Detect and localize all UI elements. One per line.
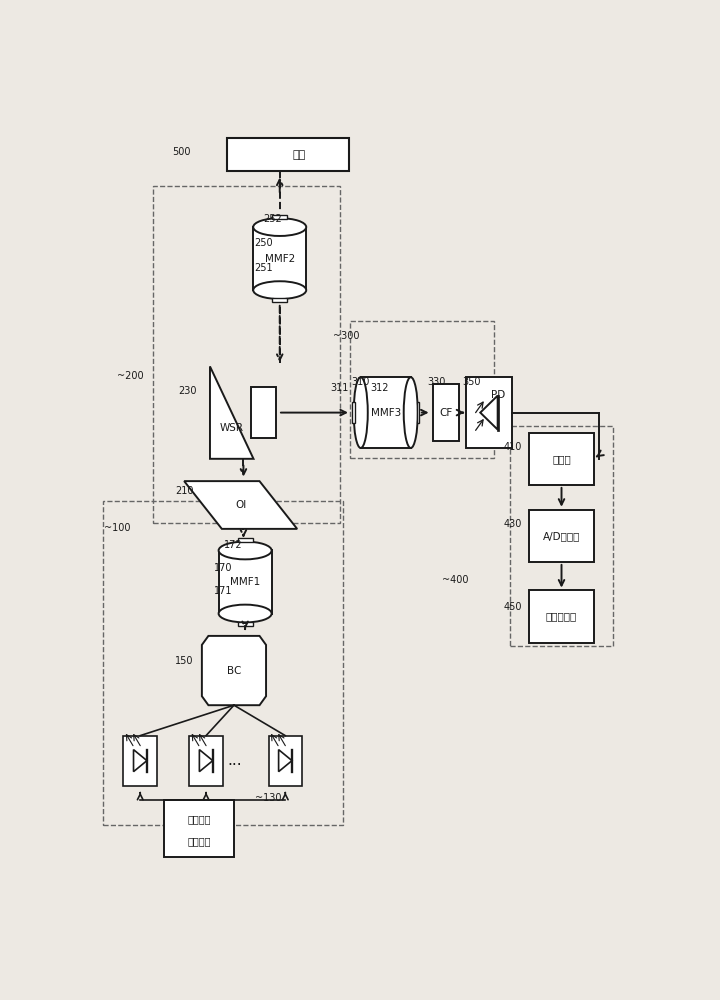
Bar [103, 501, 343, 825]
Text: OI: OI [235, 500, 246, 510]
Bar [253, 227, 306, 290]
Text: 450: 450 [504, 602, 523, 612]
Text: 251: 251 [255, 263, 273, 273]
Text: 172: 172 [224, 540, 243, 550]
Bar [153, 186, 340, 523]
Bar [417, 402, 419, 423]
Bar [227, 138, 349, 171]
Bar [352, 402, 355, 423]
Text: PD: PD [491, 390, 505, 400]
Text: BC: BC [227, 666, 241, 676]
Text: MMF2: MMF2 [264, 254, 295, 264]
Text: ~130: ~130 [255, 793, 281, 803]
Text: 样品: 样品 [292, 150, 306, 160]
Text: ...: ... [228, 753, 242, 768]
Text: 312: 312 [370, 383, 389, 393]
Bar [164, 800, 234, 857]
Text: 330: 330 [427, 377, 446, 387]
Bar [466, 377, 512, 448]
Bar [350, 321, 494, 458]
Text: 310: 310 [351, 377, 369, 387]
Text: ~300: ~300 [333, 331, 359, 341]
Text: 350: 350 [463, 377, 481, 387]
Ellipse shape [219, 605, 271, 622]
Bar [238, 538, 253, 542]
Bar [272, 298, 287, 302]
Bar [510, 426, 613, 646]
Bar [272, 215, 287, 219]
Text: CF: CF [439, 408, 453, 418]
Ellipse shape [354, 377, 368, 448]
Bar [433, 384, 459, 441]
Text: 信号分析器: 信号分析器 [546, 612, 577, 622]
Text: ~200: ~200 [117, 371, 143, 381]
Bar [251, 387, 276, 438]
Text: A/D转换器: A/D转换器 [543, 531, 580, 541]
Bar [529, 510, 593, 562]
Text: ~100: ~100 [104, 523, 130, 533]
Text: 210: 210 [175, 486, 193, 496]
Bar [238, 622, 253, 626]
Polygon shape [202, 636, 266, 705]
Text: 171: 171 [214, 586, 233, 596]
Text: 150: 150 [175, 656, 193, 666]
Bar [361, 377, 411, 448]
Ellipse shape [219, 542, 271, 559]
Text: 430: 430 [504, 519, 523, 529]
Text: 230: 230 [178, 386, 197, 396]
Ellipse shape [253, 281, 306, 299]
Text: 311: 311 [330, 383, 348, 393]
Text: 控制单元: 控制单元 [187, 836, 210, 846]
Text: 放大器: 放大器 [552, 454, 571, 464]
Text: 170: 170 [214, 563, 233, 573]
Bar [189, 736, 222, 786]
Bar [529, 590, 593, 643]
Text: ~400: ~400 [441, 575, 468, 585]
Text: 252: 252 [263, 214, 282, 224]
Text: 410: 410 [504, 442, 523, 452]
Text: MMF1: MMF1 [230, 577, 260, 587]
Text: 250: 250 [255, 238, 273, 248]
Bar [219, 550, 271, 614]
Text: WSR: WSR [220, 423, 243, 433]
Bar [269, 736, 302, 786]
Polygon shape [210, 366, 253, 459]
Polygon shape [184, 481, 297, 529]
Text: MMF3: MMF3 [371, 408, 401, 418]
Text: 泵浦光束: 泵浦光束 [187, 814, 210, 824]
Ellipse shape [253, 218, 306, 236]
Text: 500: 500 [173, 147, 191, 157]
Bar [529, 433, 593, 485]
Bar [124, 736, 157, 786]
Ellipse shape [404, 377, 418, 448]
